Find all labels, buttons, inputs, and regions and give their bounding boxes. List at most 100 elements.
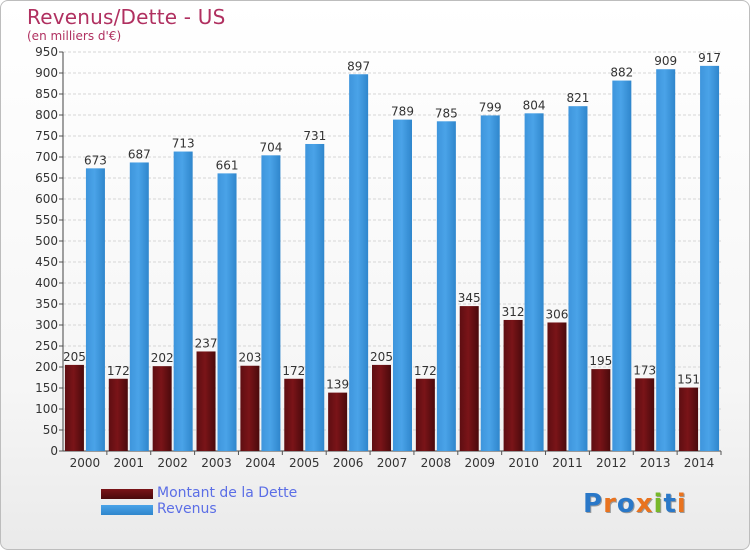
x-tick-label: 2007 (377, 456, 408, 470)
data-label-revenus: 785 (435, 106, 458, 120)
bar-dette (372, 364, 391, 451)
x-tick-label: 2001 (114, 456, 145, 470)
y-tick-label: 450 (35, 255, 58, 269)
bar-dette (415, 378, 435, 451)
x-tick-label: 2008 (421, 456, 452, 470)
bar-revenus (305, 143, 325, 452)
data-label-revenus: 909 (654, 54, 677, 68)
logo-letter: i (676, 489, 687, 519)
bar-revenus (217, 173, 237, 451)
data-label-revenus: 687 (128, 147, 151, 161)
data-label-dette: 203 (238, 351, 261, 365)
data-label-revenus: 821 (567, 91, 590, 105)
data-label-revenus: 704 (259, 140, 282, 154)
data-label-revenus: 917 (698, 51, 721, 65)
y-tick-label: 250 (35, 339, 58, 353)
logo-letter: P (583, 489, 604, 519)
logo-letter: x (635, 489, 654, 519)
y-tick-label: 50 (43, 423, 58, 437)
y-tick-label: 0 (50, 444, 58, 458)
chart-title: Revenus/Dette - US (27, 5, 226, 29)
bar-revenus (568, 106, 588, 452)
bar-revenus (261, 155, 281, 451)
x-tick-label: 2013 (640, 456, 671, 470)
bar-dette (284, 378, 304, 451)
y-tick-label: 900 (35, 66, 58, 80)
data-label-revenus: 789 (391, 105, 414, 119)
y-tick-label: 650 (35, 171, 58, 185)
y-tick-label: 700 (35, 150, 58, 164)
data-label-revenus: 804 (523, 98, 546, 112)
legend-label-dette: Montant de la Dette (157, 485, 298, 501)
x-tick-label: 2005 (289, 456, 320, 470)
bar-revenus (393, 119, 412, 452)
bar-revenus (656, 69, 676, 451)
y-tick-label: 350 (35, 297, 58, 311)
y-tick-label: 300 (35, 318, 58, 332)
data-label-dette: 202 (151, 351, 174, 365)
chart-subtitle: (en milliers d'€) (27, 29, 122, 43)
data-label-dette: 195 (589, 354, 612, 368)
data-label-revenus: 882 (610, 66, 633, 80)
bar-dette (635, 378, 655, 451)
legend-label-revenus: Revenus (157, 501, 217, 517)
bar-dette (328, 392, 348, 451)
y-tick-label: 750 (35, 129, 58, 143)
x-tick-label: 2000 (70, 456, 101, 470)
data-label-dette: 345 (458, 291, 481, 305)
data-label-revenus: 661 (216, 158, 239, 172)
data-label-revenus: 799 (479, 100, 502, 114)
y-tick-label: 100 (35, 402, 58, 416)
data-label-dette: 205 (63, 350, 86, 364)
data-label-dette: 173 (633, 363, 656, 377)
data-label-dette: 237 (195, 336, 218, 350)
bar-dette (64, 364, 84, 451)
x-tick-label: 2004 (245, 456, 276, 470)
x-tick-label: 2010 (508, 456, 539, 470)
data-label-dette: 151 (677, 373, 700, 387)
bar-revenus (524, 113, 544, 451)
logo-letter: o (616, 489, 636, 519)
bar-revenus (612, 80, 632, 451)
x-tick-label: 2012 (596, 456, 627, 470)
data-label-revenus: 673 (84, 153, 107, 167)
x-tick-label: 2002 (157, 456, 188, 470)
bar-revenus (349, 74, 369, 451)
data-label-dette: 172 (414, 364, 437, 378)
data-label-revenus: 713 (172, 137, 195, 151)
bar-dette (108, 378, 128, 451)
y-tick-label: 200 (35, 360, 58, 374)
data-label-dette: 172 (107, 364, 130, 378)
x-tick-label: 2009 (464, 456, 495, 470)
bar-revenus (436, 121, 456, 452)
y-tick-label: 150 (35, 381, 58, 395)
bar-dette (547, 322, 567, 451)
bar-revenus (480, 115, 500, 452)
y-tick-label: 850 (35, 87, 58, 101)
logo-letter: r (603, 489, 617, 519)
bar-dette (503, 319, 523, 451)
y-tick-label: 400 (35, 276, 58, 290)
data-label-dette: 172 (282, 364, 305, 378)
bar-dette (591, 369, 611, 451)
data-label-revenus: 731 (303, 129, 326, 143)
bar-dette (196, 351, 216, 451)
logo-letter: t (663, 489, 677, 519)
bar-revenus (173, 151, 193, 452)
data-label-dette: 205 (370, 350, 393, 364)
bar-revenus (700, 65, 720, 452)
bar-dette (679, 387, 699, 451)
y-tick-label: 550 (35, 213, 58, 227)
legend-swatch-revenus (101, 505, 153, 515)
bar-dette (459, 306, 479, 451)
y-tick-label: 950 (35, 45, 58, 59)
x-tick-label: 2006 (333, 456, 364, 470)
data-label-dette: 312 (502, 305, 525, 319)
y-tick-label: 800 (35, 108, 58, 122)
data-label-dette: 139 (326, 378, 349, 392)
data-label-dette: 306 (546, 307, 569, 321)
bar-revenus (129, 162, 149, 451)
x-tick-label: 2011 (552, 456, 583, 470)
